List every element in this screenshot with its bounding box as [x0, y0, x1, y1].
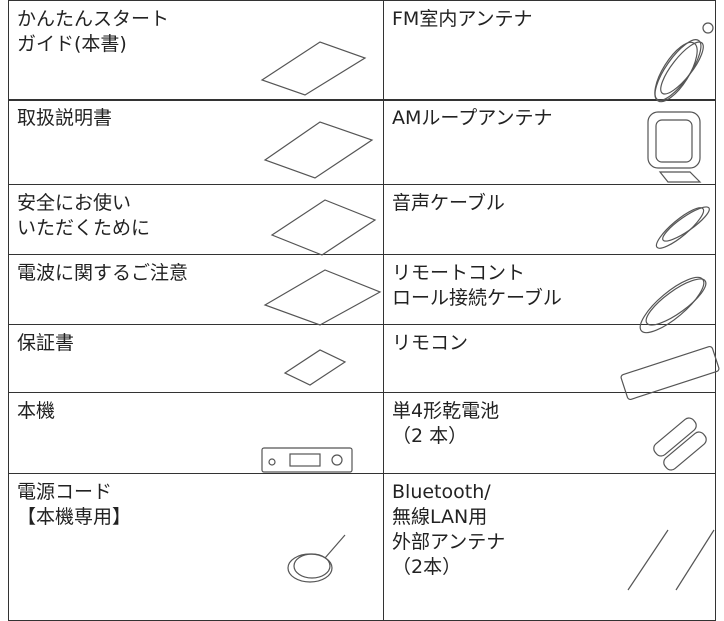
table-cell: リモートコントロール接続ケーブル — [383, 254, 716, 325]
cell-text: FM室内アンテナ — [392, 8, 533, 30]
cell-text: 保証書 — [17, 332, 75, 354]
cell-text: 単4形乾電池 — [392, 400, 500, 422]
table-cell: リモコン — [383, 324, 716, 393]
cell-text: 電源コード — [17, 481, 113, 503]
cell-text: （2本） — [392, 556, 462, 578]
table-cell: FM室内アンテナ — [383, 0, 716, 101]
cell-text: 無線LAN用 — [392, 506, 488, 528]
table-cell: 電波に関するご注意 — [8, 254, 384, 325]
table-cell: 取扱説明書 — [8, 99, 384, 185]
table-cell: 電源コード【本機専用】 — [8, 473, 384, 621]
table-cell: Bluetooth/無線LAN用 外部アンテナ （2本） — [383, 473, 716, 621]
cell-text: 取扱説明書 — [17, 107, 113, 129]
cell-text: いただくために — [17, 217, 151, 239]
cell-text: 電波に関するご注意 — [17, 262, 189, 284]
cell-text: Bluetooth/ — [392, 481, 491, 503]
cell-text: 本機 — [17, 400, 56, 422]
table-cell: 安全にお使い いただくために — [8, 184, 384, 255]
table-cell: かんたんスタート ガイド(本書) — [8, 0, 384, 101]
cell-text: 音声ケーブル — [392, 192, 505, 214]
table-cell: AMループアンテナ — [383, 99, 716, 185]
cell-text: ガイド(本書) — [17, 33, 127, 55]
cell-text: （2 本） — [392, 425, 468, 447]
cell-text: リモコン — [392, 332, 469, 354]
table-cell: 単4形乾電池 （2 本） — [383, 392, 716, 474]
cell-text: かんたんスタート — [17, 8, 170, 30]
table-cell: 音声ケーブル — [383, 184, 716, 255]
cell-text: リモートコント — [392, 262, 526, 284]
table-cell: 本機 — [8, 392, 384, 474]
table-cell: 保証書 — [8, 324, 384, 393]
cell-text: ロール接続ケーブル — [392, 287, 562, 309]
cell-text: 安全にお使い — [17, 192, 132, 214]
cell-text: 【本機専用】 — [17, 506, 132, 528]
cell-text: 外部アンテナ — [392, 531, 506, 553]
cell-text: AMループアンテナ — [392, 107, 553, 129]
